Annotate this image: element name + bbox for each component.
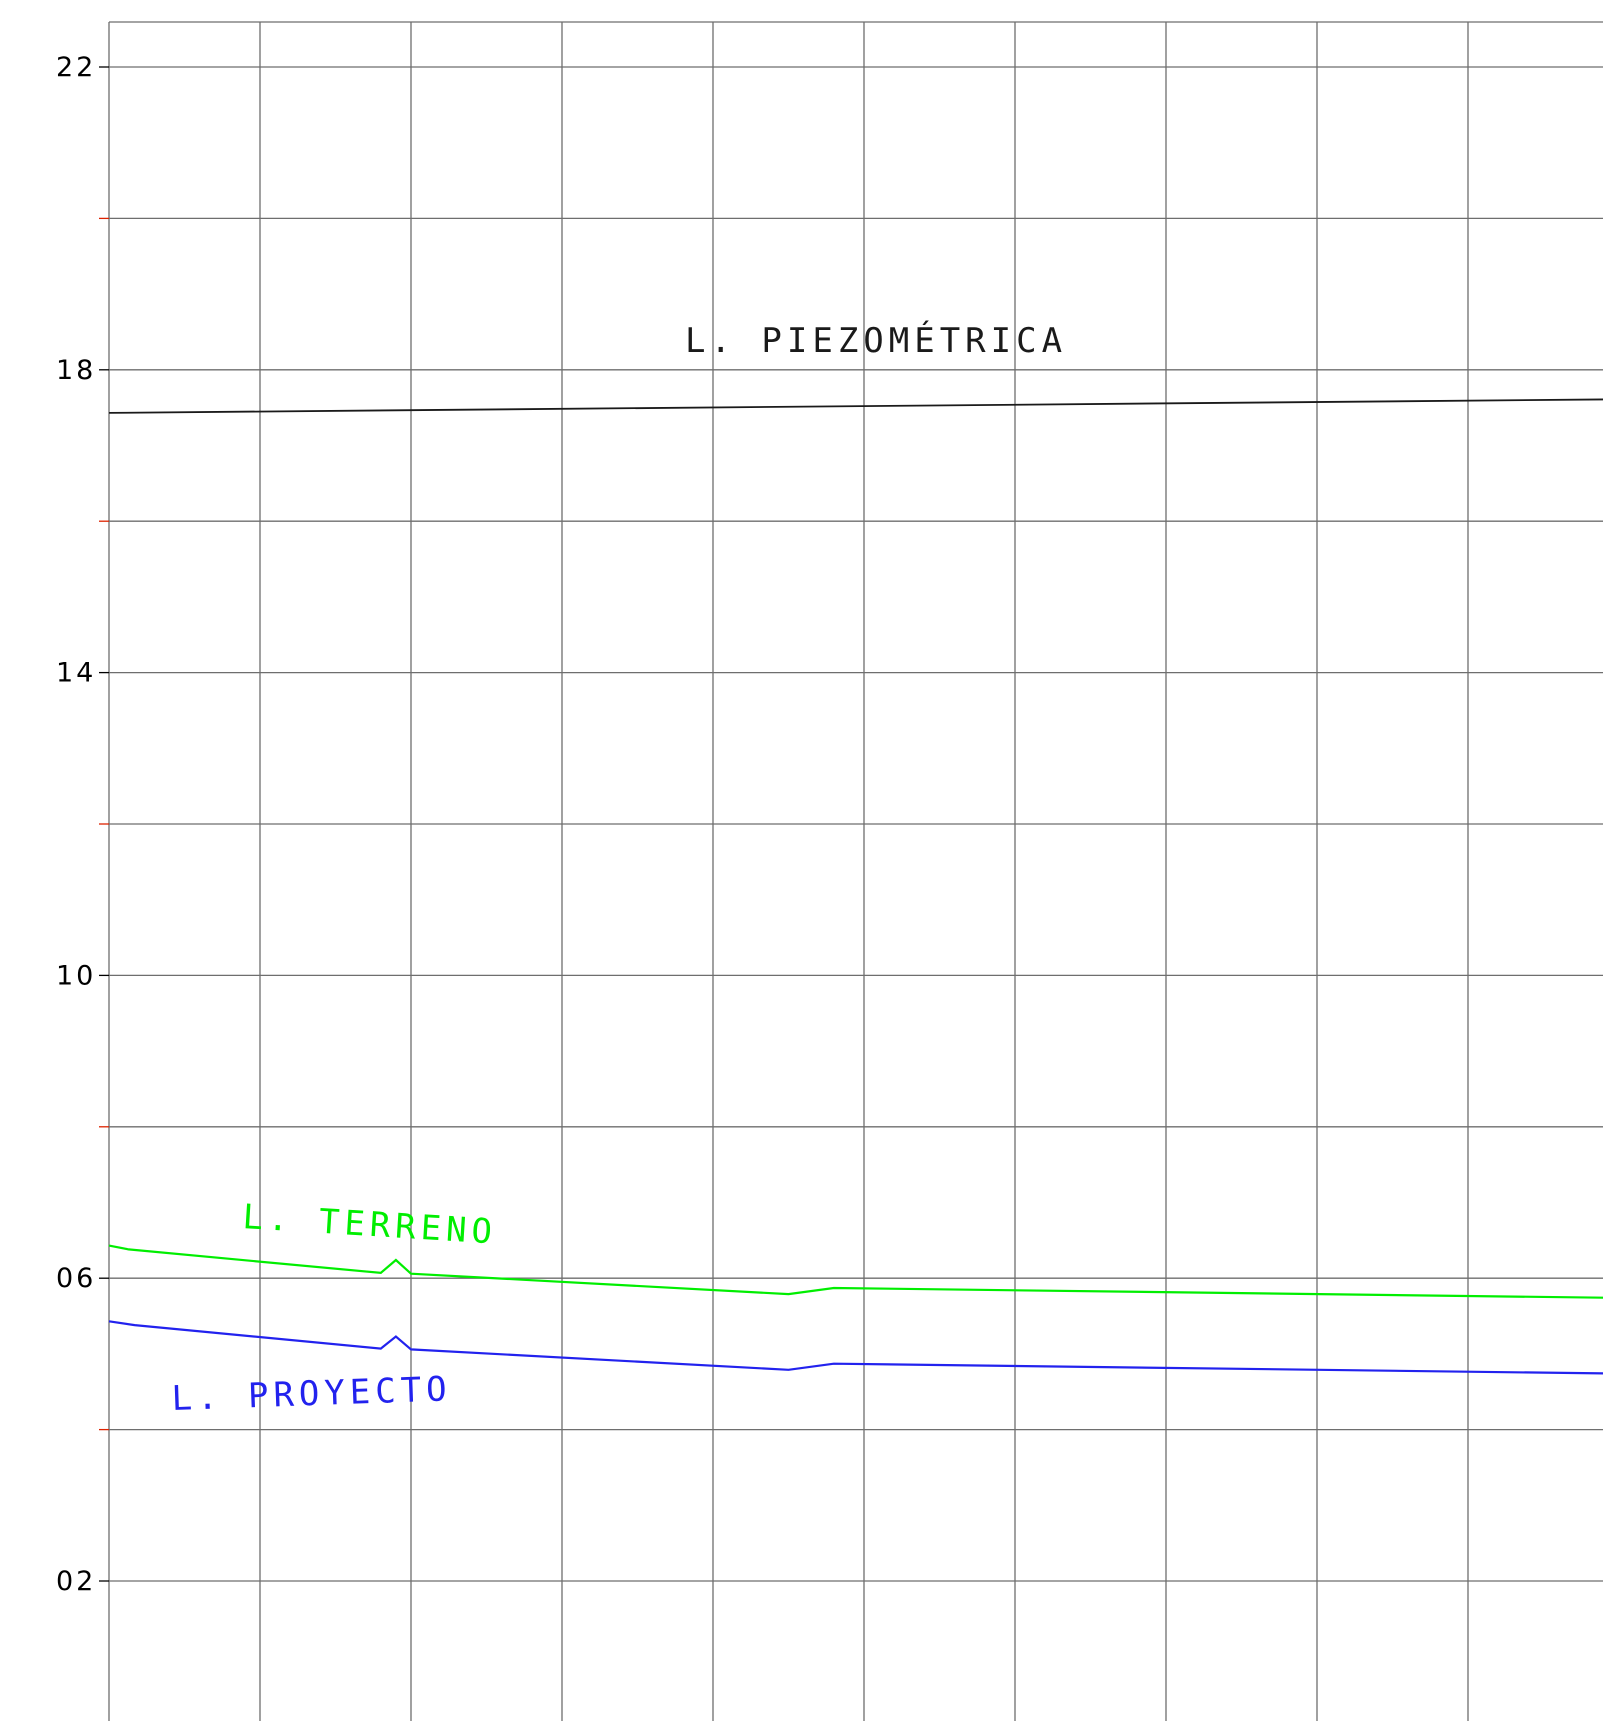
y-tick-label: 18 [56, 355, 96, 386]
y-tick-label: 22 [56, 52, 96, 83]
line-piezometrica [108, 398, 1603, 414]
line-terreno [108, 1244, 1603, 1299]
y-tick-label: 02 [56, 1566, 96, 1597]
series-label-piezometrica: L. PIEZOMÉTRICA [685, 320, 1067, 361]
series-label-terreno: L. TERRENO [241, 1197, 498, 1252]
grid [108, 21, 1603, 1721]
line-proyecto [108, 1320, 1603, 1375]
y-tick-label: 06 [56, 1263, 96, 1294]
y-tick-label: 10 [56, 960, 96, 991]
series-labels: L. PIEZOMÉTRICA L. TERRENO L. PROYECTO [171, 320, 1067, 1419]
series-label-proyecto: L. PROYECTO [171, 1369, 452, 1419]
series-lines [108, 398, 1603, 1375]
y-axis-ticks: 22 18 14 10 06 02 [56, 52, 109, 1597]
y-tick-label: 14 [56, 658, 96, 689]
